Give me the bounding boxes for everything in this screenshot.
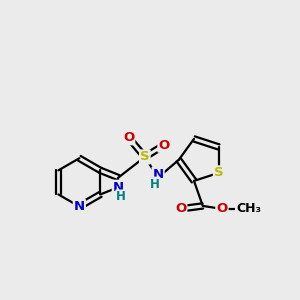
Text: S: S bbox=[214, 167, 224, 179]
Text: H: H bbox=[116, 190, 126, 203]
Text: O: O bbox=[123, 131, 134, 144]
Text: H: H bbox=[150, 178, 160, 190]
Text: N: N bbox=[152, 167, 164, 181]
Text: O: O bbox=[216, 202, 228, 215]
Text: N: N bbox=[113, 181, 124, 194]
Text: S: S bbox=[140, 150, 150, 164]
Text: O: O bbox=[158, 139, 169, 152]
Text: O: O bbox=[175, 202, 186, 215]
Text: N: N bbox=[74, 200, 85, 213]
Text: CH₃: CH₃ bbox=[236, 202, 261, 215]
